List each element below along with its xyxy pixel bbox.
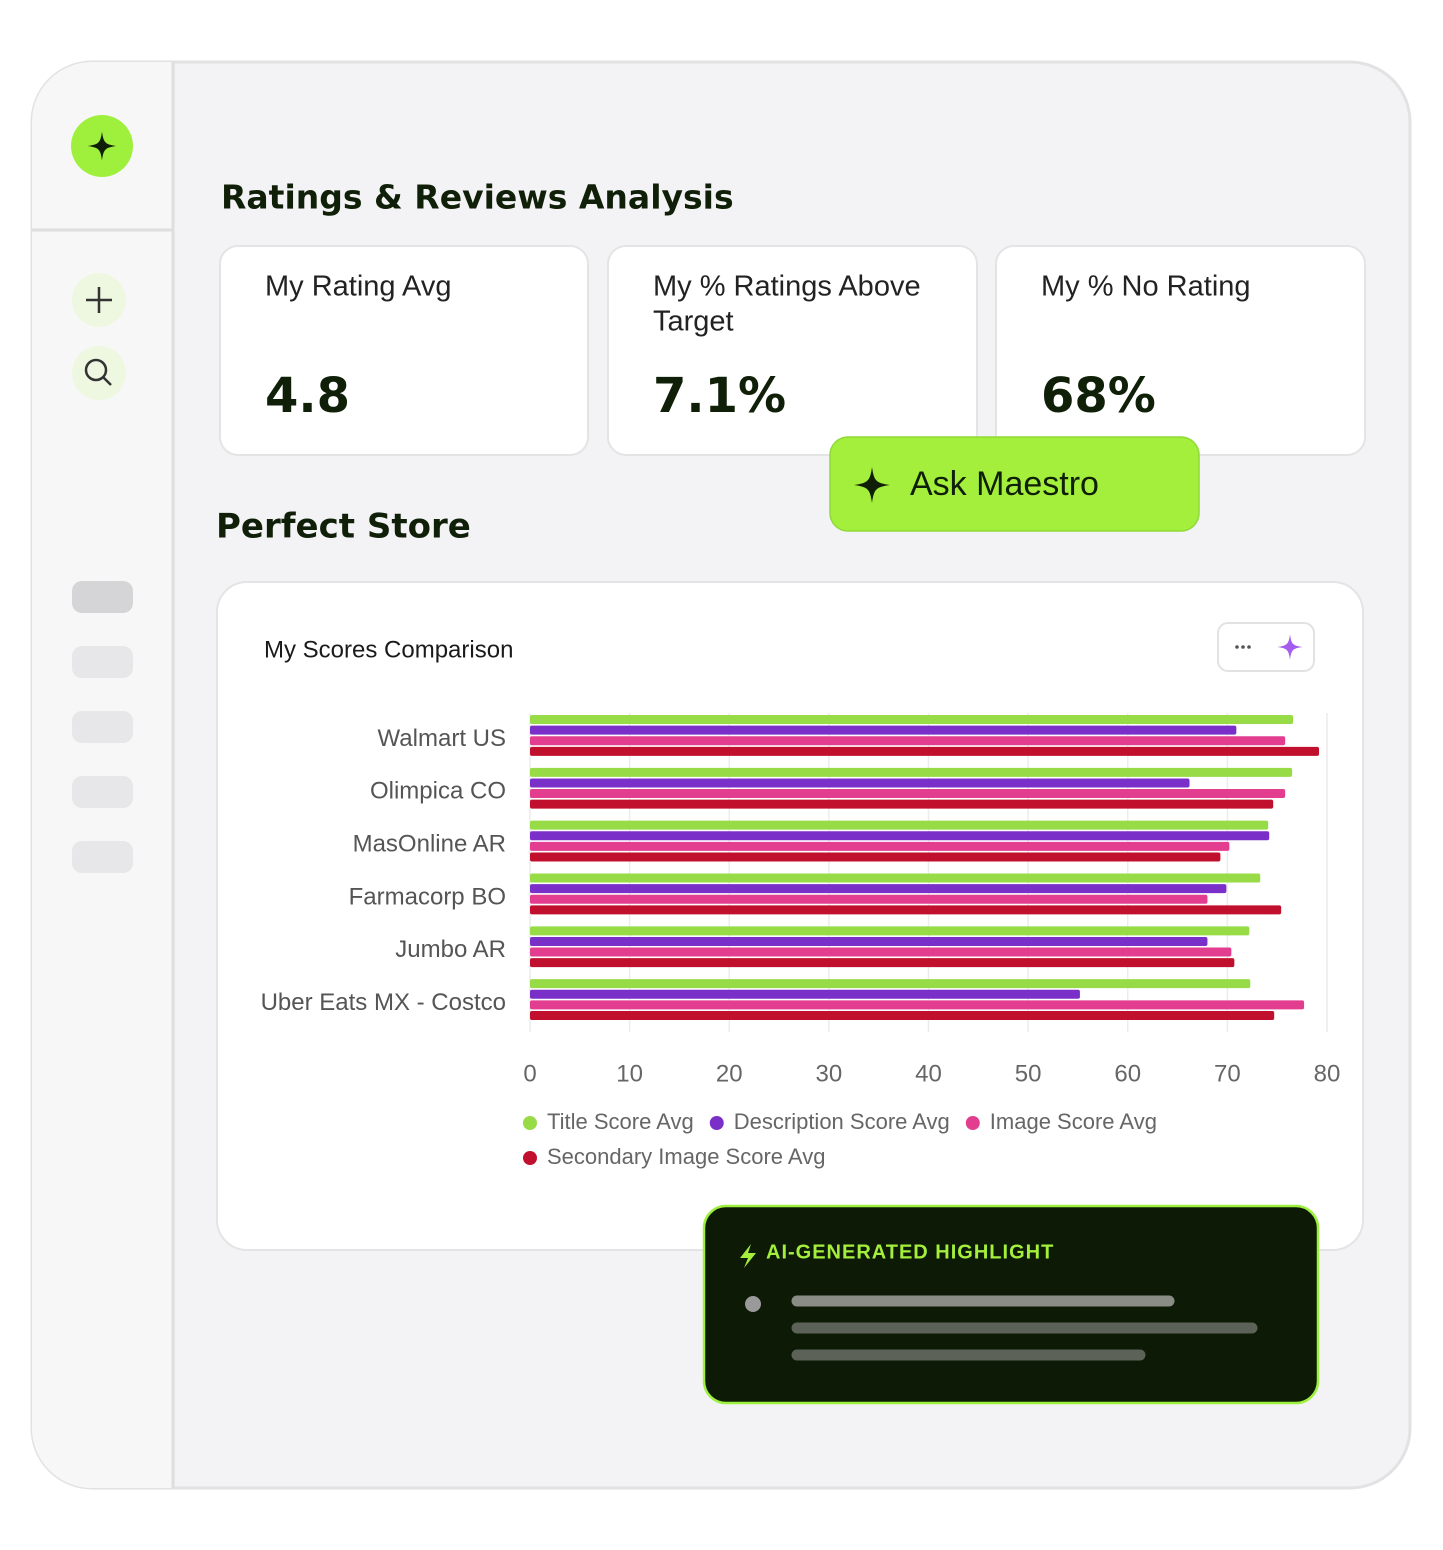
legend-marker (965, 1116, 980, 1130)
x-tick-label: 30 (816, 1060, 843, 1087)
page-title: Ratings & Reviews Analysis (221, 178, 734, 217)
x-tick-label: 20 (716, 1060, 743, 1087)
bar (530, 989, 1080, 999)
kpi-label: My % Ratings Above (653, 271, 921, 303)
kpi-card (607, 245, 978, 456)
chart-title: My Scores Comparison (264, 636, 513, 663)
bar (530, 736, 1286, 746)
bar (530, 799, 1274, 809)
y-tick-label: Walmart US (378, 725, 506, 752)
y-tick-label: Uber Eats MX - Costco (261, 989, 506, 1016)
y-tick-label: MasOnline AR (353, 830, 506, 857)
y-tick-label: Farmacorp BO (349, 883, 506, 910)
logo[interactable] (71, 115, 133, 177)
nav-item[interactable] (72, 841, 133, 873)
bar (530, 767, 1293, 777)
bar (530, 1000, 1305, 1010)
bar (530, 778, 1190, 788)
x-tick-label: 10 (616, 1060, 643, 1087)
nav-item[interactable] (72, 581, 133, 613)
kpi-card (219, 245, 589, 456)
bar (530, 1010, 1275, 1020)
x-tick-label: 80 (1314, 1060, 1341, 1087)
bar (530, 947, 1232, 957)
bar (530, 746, 1320, 756)
legend-label: Title Score Avg (547, 1109, 694, 1134)
kpi-label: My % No Rating (1041, 271, 1251, 303)
x-tick-label: 40 (915, 1060, 942, 1087)
bar (530, 820, 1269, 830)
x-tick-label: 0 (523, 1060, 536, 1087)
ask-maestro-button[interactable]: Ask Maestro (829, 436, 1200, 532)
y-tick-label: Olimpica CO (370, 778, 506, 805)
search-button[interactable] (72, 346, 126, 400)
highlight-title: AI-GENERATED HIGHLIGHT (766, 1241, 1054, 1263)
legend-label: Image Score Avg (990, 1109, 1157, 1134)
legend-label: Secondary Image Score Avg (547, 1144, 825, 1169)
bar (530, 958, 1235, 968)
bolt-icon (740, 1244, 756, 1268)
kpi-label: My Rating Avg (265, 271, 451, 303)
bar (530, 926, 1250, 936)
kpi-value: 68% (1041, 368, 1156, 424)
bar (530, 894, 1208, 904)
kpi-value: 4.8 (265, 368, 350, 424)
legend-label: Description Score Avg (734, 1109, 950, 1134)
bar (530, 873, 1261, 883)
new-button[interactable] (72, 273, 126, 327)
chart-menu[interactable] (1217, 622, 1315, 672)
legend-marker (523, 1116, 537, 1130)
bar (530, 852, 1221, 862)
legend-marker (709, 1116, 724, 1130)
bar (530, 841, 1230, 851)
kpi-label: Target (653, 306, 734, 338)
legend-marker (523, 1151, 537, 1165)
nav-item[interactable] (72, 776, 133, 808)
bar (530, 905, 1282, 915)
x-tick-label: 60 (1114, 1060, 1141, 1087)
bullet (745, 1296, 761, 1312)
bar (530, 831, 1270, 841)
bar (530, 715, 1294, 725)
bar (530, 789, 1286, 799)
bar-chart: 0 10 20 30 40 50 60 70 80 Walmart US Olimpica CO Ma… (261, 713, 1341, 1169)
nav-item[interactable] (72, 646, 133, 678)
sidebar (32, 62, 173, 1488)
section-title: Perfect Store (216, 507, 471, 547)
x-tick-label: 70 (1214, 1060, 1241, 1087)
nav-item[interactable] (72, 711, 133, 743)
button-label[interactable]: Ask Maestro (910, 465, 1099, 503)
kpi-value: 7.1% (653, 368, 786, 424)
bar (530, 725, 1237, 735)
bar (530, 979, 1251, 989)
x-tick-label: 50 (1015, 1060, 1042, 1087)
bar (530, 884, 1227, 894)
y-tick-label: Jumbo AR (395, 936, 506, 963)
bar (530, 936, 1208, 946)
